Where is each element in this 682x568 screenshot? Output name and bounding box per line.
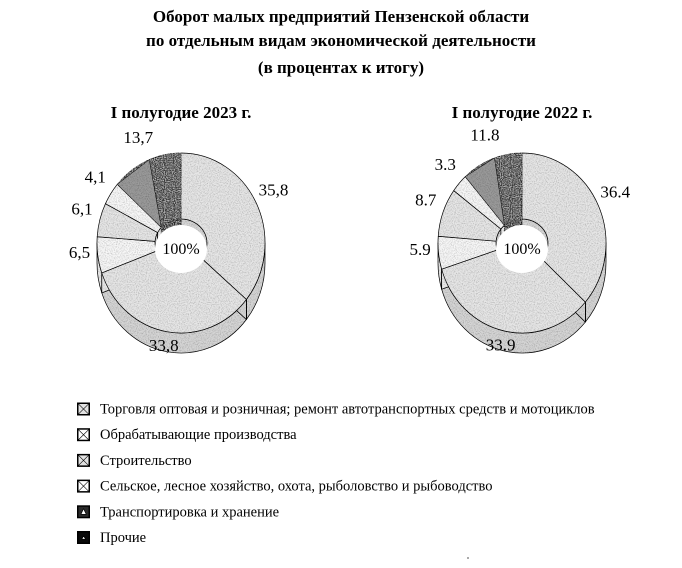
svg-text:33.9: 33.9: [486, 335, 516, 354]
svg-text:(в процентах к итогу): (в процентах к итогу): [258, 58, 424, 77]
svg-text:по отдельным видам экономическ: по отдельным видам экономической деятель…: [146, 31, 536, 50]
svg-text:3.3: 3.3: [435, 155, 456, 174]
svg-text:33,8: 33,8: [149, 336, 179, 355]
svg-text:8.7: 8.7: [415, 191, 437, 210]
svg-text:11.8: 11.8: [470, 126, 499, 145]
svg-text:100%: 100%: [503, 241, 540, 258]
svg-text:Сельское, лесное хозяйство, ох: Сельское, лесное хозяйство, охота, рыбол…: [100, 479, 492, 495]
svg-text:Обрабатывающие производства: Обрабатывающие производства: [100, 427, 297, 443]
svg-text:5.9: 5.9: [409, 240, 430, 259]
svg-text:I полугодие 2022 г.: I полугодие 2022 г.: [452, 103, 593, 122]
svg-text:Строительство: Строительство: [100, 453, 192, 469]
svg-text:100%: 100%: [162, 241, 199, 258]
svg-text:13,7: 13,7: [123, 128, 153, 147]
svg-text:Транспортировка и хранение: Транспортировка и хранение: [100, 504, 279, 520]
svg-text:35,8: 35,8: [259, 181, 289, 200]
svg-text:I полугодие 2023 г.: I полугодие 2023 г.: [111, 103, 252, 122]
svg-text:6,5: 6,5: [69, 243, 90, 262]
svg-text:6,1: 6,1: [71, 200, 92, 219]
svg-text:4,1: 4,1: [85, 168, 106, 187]
svg-text:36.4: 36.4: [600, 183, 630, 202]
svg-text:Прочие: Прочие: [100, 530, 146, 546]
svg-text:Оборот малых предприятий Пензе: Оборот малых предприятий Пензенской обла…: [153, 7, 530, 26]
svg-text:Торговля оптовая и розничная;: Торговля оптовая и розничная; ремонт авт…: [100, 402, 595, 418]
